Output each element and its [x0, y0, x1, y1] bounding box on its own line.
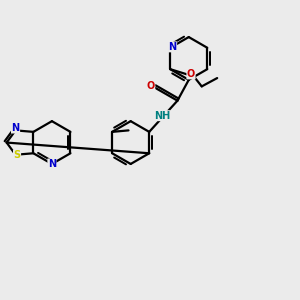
Text: N: N: [169, 42, 177, 52]
Text: S: S: [14, 150, 21, 160]
Text: NH: NH: [154, 111, 170, 121]
Text: N: N: [11, 123, 20, 133]
Text: O: O: [147, 81, 155, 91]
Text: O: O: [187, 69, 195, 79]
Text: N: N: [48, 159, 56, 169]
